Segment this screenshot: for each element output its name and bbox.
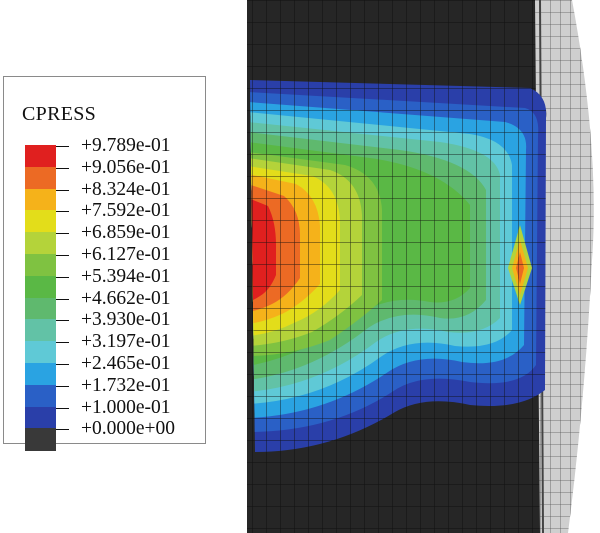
legend-label: +5.394e-01 xyxy=(81,265,171,287)
legend-tick xyxy=(56,342,69,344)
ring-mesh-grid xyxy=(535,0,594,533)
legend-tick xyxy=(56,189,69,191)
legend-title: CPRESS xyxy=(22,103,97,125)
band-mesh-grid xyxy=(250,80,547,452)
legend-swatch xyxy=(25,406,56,429)
legend-tick xyxy=(56,255,69,256)
legend-label: +6.127e-01 xyxy=(81,244,171,265)
legend-label: +6.859e-01 xyxy=(81,222,171,244)
legend-label: +3.197e-01 xyxy=(81,331,171,353)
legend-tick xyxy=(56,298,69,300)
legend-swatch xyxy=(25,341,56,364)
legend-tick xyxy=(56,211,69,213)
legend-swatch xyxy=(25,210,56,233)
legend-swatch xyxy=(25,254,56,277)
legend-swatch xyxy=(25,384,56,408)
legend-tick xyxy=(56,146,69,147)
legend-tick xyxy=(56,276,69,278)
legend-swatch xyxy=(25,145,56,168)
legend-label: +4.662e-01 xyxy=(81,287,171,309)
legend-swatch xyxy=(25,428,56,451)
legend-label: +1.732e-01 xyxy=(81,374,171,396)
legend-tick xyxy=(56,233,69,235)
legend-label: +0.000e+00 xyxy=(81,418,176,440)
legend-swatch xyxy=(25,363,56,386)
legend-swatch xyxy=(25,232,56,255)
legend-tick xyxy=(56,407,69,409)
legend-swatch xyxy=(25,297,56,320)
legend-swatch xyxy=(25,166,56,190)
legend-label: +7.592e-01 xyxy=(81,200,171,222)
legend-swatch xyxy=(25,188,56,211)
legend-label: +3.930e-01 xyxy=(81,309,171,331)
legend-tick xyxy=(56,167,69,169)
legend-label: +9.056e-01 xyxy=(81,156,171,178)
legend-tick xyxy=(56,320,69,322)
legend-tick xyxy=(56,385,69,387)
legend-label: +9.789e-01 xyxy=(81,135,171,156)
legend-label: +2.465e-01 xyxy=(81,353,171,374)
legend-swatch xyxy=(25,319,56,342)
legend-tick xyxy=(56,429,69,431)
legend-tick xyxy=(56,364,69,365)
legend-swatch xyxy=(25,275,56,299)
legend-label: +1.000e-01 xyxy=(81,396,171,418)
legend-label: +8.324e-01 xyxy=(81,178,171,200)
